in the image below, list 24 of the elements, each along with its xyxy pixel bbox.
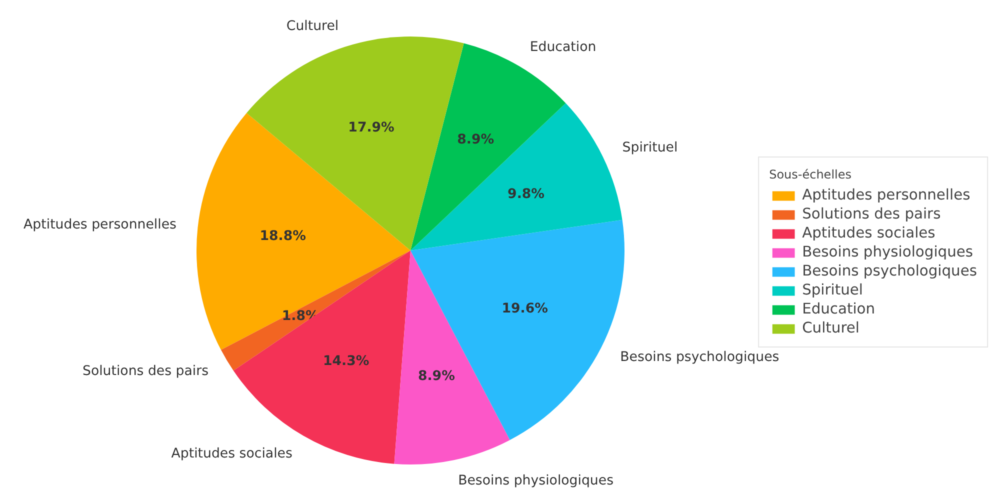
legend-label: Aptitudes personnelles <box>802 186 970 204</box>
slice-label: Aptitudes sociales <box>171 446 292 462</box>
legend-label: Solutions des pairs <box>802 206 941 222</box>
data-label: 8.9% <box>418 368 455 384</box>
data-label: 17.9% <box>348 120 394 136</box>
legend-label: Besoins physiologiques <box>802 244 974 260</box>
slice-label: Besoins psychologiques <box>620 350 780 366</box>
data-label: 18.8% <box>260 229 306 244</box>
legend-title: Sous-échelles <box>769 168 852 182</box>
legend-label: Culturel <box>802 320 860 336</box>
data-label: 8.9% <box>457 132 494 148</box>
slice-label: Culturel <box>286 18 339 34</box>
slice-label: Education <box>530 40 596 56</box>
legend-label: Besoins psychologiques <box>802 262 977 280</box>
data-label: 14.3% <box>322 354 370 370</box>
slice-label: Aptitudes personnelles <box>24 218 177 233</box>
data-label: 9.8% <box>508 186 545 202</box>
slice-label: Besoins physiologiques <box>458 474 614 489</box>
slice-label: Spirituel <box>622 140 678 156</box>
legend-label: Spirituel <box>802 282 863 298</box>
slice-label: Solutions des pairs <box>82 364 209 379</box>
legend-label: Aptitudes sociales <box>802 224 936 242</box>
data-label: 19.6% <box>502 301 548 316</box>
legend-label: Education <box>802 300 876 318</box>
